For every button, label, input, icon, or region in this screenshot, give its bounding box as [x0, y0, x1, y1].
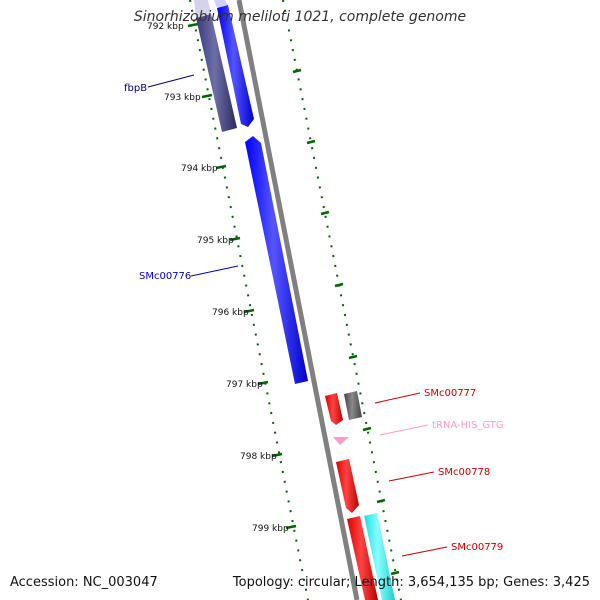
gene-label-SMc00778[interactable]: SMc00778 [438, 467, 490, 478]
gray-feature[interactable] [344, 391, 362, 420]
gene-blue-upper-feature[interactable] [217, 5, 254, 127]
trna-HIS-GTG-feature[interactable] [333, 437, 349, 445]
gene-label-SMc00776[interactable]: SMc00776 [139, 271, 191, 282]
gene-label-tRNA-HIS_GTG[interactable]: tRNA-HIS_GTG [432, 420, 504, 431]
tick-792 [187, 22, 199, 28]
kbp-label-794: 794 kbp [181, 164, 218, 174]
SMc00779-leader-line [401, 546, 448, 557]
gene-SMc00776-feature[interactable] [245, 136, 308, 384]
tick-798 [271, 452, 283, 458]
tick-797 [257, 380, 269, 386]
gene-label-SMc00777[interactable]: SMc00777 [424, 388, 476, 399]
kbp-label-799: 799 kbp [252, 524, 289, 534]
tick-795 [229, 236, 241, 242]
SMc00778-leader-line [388, 471, 435, 482]
kbp-label-792: 792 kbp [147, 22, 184, 32]
topology-text: Topology: circular; Length: 3,654,135 bp… [232, 575, 590, 590]
gene-fbpB-faded-top [194, 0, 211, 18]
kbp-label-798: 798 kbp [240, 452, 277, 462]
gene-SMc00777-feature[interactable] [325, 393, 343, 425]
outer-tick-7 [376, 498, 386, 504]
outer-tick-3 [320, 210, 330, 216]
genome-backbone [236, 0, 360, 600]
outer-tick-1 [292, 68, 302, 74]
gene-SMc00779-feature[interactable] [347, 516, 378, 600]
kbp-label-797: 797 kbp [226, 380, 263, 390]
gene-label-fbpB[interactable]: fbpB [124, 83, 147, 94]
tick-793 [201, 93, 213, 99]
fbpB-leader-line [147, 74, 195, 88]
kbp-label-795: 795 kbp [197, 236, 234, 246]
tick-799 [285, 524, 297, 530]
SMc00776-leader-line [190, 265, 239, 277]
gene-label-SMc00779[interactable]: SMc00779 [451, 542, 503, 553]
inner-tick-track [189, 0, 309, 600]
outer-tick-5 [348, 354, 358, 360]
SMc00777-leader-line [374, 392, 421, 404]
tick-794 [215, 164, 227, 170]
kbp-label-796: 796 kbp [212, 308, 249, 318]
outer-tick-4 [334, 282, 344, 288]
major-ticks [187, 22, 297, 530]
outer-tick-6 [362, 426, 372, 432]
outer-tick-2 [306, 139, 316, 145]
tick-796 [243, 308, 255, 314]
gene-blue-upper-faded [214, 0, 228, 8]
map-title-overlay: Sinorhizobium meliloti 1021, complete ge… [133, 9, 467, 25]
tRNA-leader-line [379, 424, 429, 436]
outer-tick-track [282, 0, 402, 600]
kbp-label-793: 793 kbp [164, 93, 201, 103]
gene-fbpB-feature[interactable] [196, 14, 237, 132]
outer-tick-8 [390, 570, 400, 576]
outer-major-ticks [292, 68, 400, 576]
accession-text: Accession: NC_003047 [10, 575, 158, 590]
cyan-feature[interactable] [364, 513, 395, 600]
gene-SMc00778-feature[interactable] [336, 459, 359, 513]
